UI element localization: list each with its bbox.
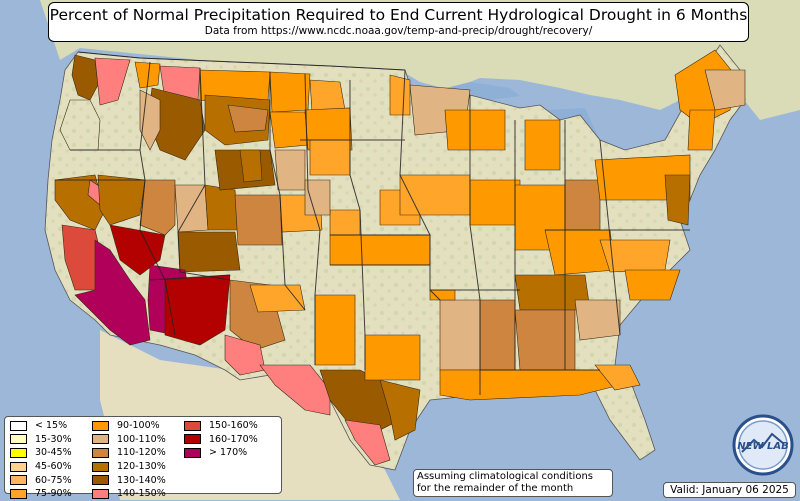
- legend-swatch: [10, 420, 27, 431]
- legend-label: 160-170%: [209, 433, 258, 445]
- valid-date: Valid: January 06 2025: [663, 482, 796, 498]
- legend-label: 45-60%: [35, 461, 72, 473]
- legend-item: 45-60%: [10, 460, 92, 474]
- note-line-1: Assuming climatological conditions: [417, 471, 593, 482]
- legend-item: 110-120%: [92, 446, 184, 460]
- legend-label: 100-110%: [117, 433, 166, 445]
- legend-item: 160-170%: [184, 433, 282, 447]
- drought-regions: [54, 49, 746, 466]
- legend-swatch: [184, 447, 201, 458]
- legend-item: 90-100%: [92, 419, 184, 433]
- legend-label: 75-90%: [35, 488, 72, 500]
- note-line-2: for the remainder of the month: [417, 483, 574, 494]
- legend-swatch: [10, 488, 27, 499]
- legend-item: 150-160%: [184, 419, 282, 433]
- legend-label: 140-150%: [117, 488, 166, 500]
- legend-item: 75-90%: [10, 487, 92, 501]
- map-title: Percent of Normal Precipitation Required…: [49, 6, 748, 24]
- legend-swatch: [92, 447, 109, 458]
- legend-swatch: [92, 475, 109, 486]
- map-subtitle: Data from https://www.ncdc.noaa.gov/temp…: [204, 25, 593, 37]
- legend-label: 130-140%: [117, 474, 166, 486]
- legend-swatch: [10, 461, 27, 472]
- legend-swatch: [10, 475, 27, 486]
- legend-item: 140-150%: [92, 487, 184, 501]
- legend-swatch: [92, 434, 109, 445]
- lab-logo-icon: NEW LAB: [732, 414, 794, 476]
- legend-item: 60-75%: [10, 473, 92, 487]
- legend-label: 30-45%: [35, 447, 72, 459]
- legend-item: 120-130%: [92, 460, 184, 474]
- legend-swatch: [92, 461, 109, 472]
- legend-label: 150-160%: [209, 420, 258, 432]
- logo-text: NEW LAB: [737, 441, 788, 452]
- legend-label: 90-100%: [117, 420, 160, 432]
- legend: < 15% 15-30% 30-45% 45-60% 60-75% 75-90% 90-10…: [4, 416, 282, 499]
- legend-item: 15-30%: [10, 433, 92, 447]
- legend-label: 15-30%: [35, 433, 72, 445]
- legend-swatch: [10, 447, 27, 458]
- legend-swatch: [184, 420, 201, 431]
- legend-label: 110-120%: [117, 447, 166, 459]
- legend-swatch: [92, 488, 109, 499]
- title-box: Percent of Normal Precipitation Required…: [48, 2, 749, 42]
- note-box: Assuming climatological conditions for t…: [413, 469, 613, 497]
- legend-swatch: [10, 434, 27, 445]
- legend-swatch: [92, 420, 109, 431]
- legend-swatch: [184, 434, 201, 445]
- legend-item: 30-45%: [10, 446, 92, 460]
- legend-label: > 170%: [209, 447, 248, 459]
- legend-item: > 170%: [184, 446, 282, 460]
- legend-item: 100-110%: [92, 433, 184, 447]
- legend-item: < 15%: [10, 419, 92, 433]
- state-borders: [55, 51, 690, 395]
- legend-label: < 15%: [35, 420, 68, 432]
- legend-label: 60-75%: [35, 474, 72, 486]
- legend-item: 130-140%: [92, 473, 184, 487]
- legend-label: 120-130%: [117, 461, 166, 473]
